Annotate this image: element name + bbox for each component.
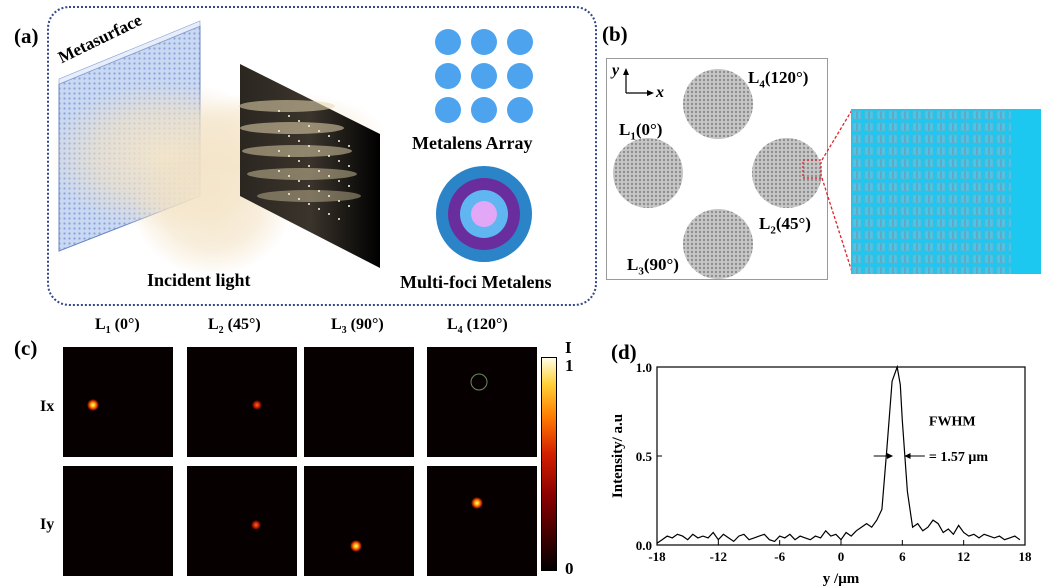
tile-iy-l2 [187, 466, 297, 576]
lens-label-L2: L2(45°) [759, 214, 811, 237]
x-axis-label: y /μm [823, 571, 860, 587]
metalens-array-label: Metalens Array [412, 133, 533, 153]
fwhm-annotation-title: FWHM [929, 415, 976, 430]
row-label-ix: Ix [40, 398, 55, 415]
lens-label-L4: L4(120°) [748, 68, 809, 91]
panel-c-label: (c) [14, 336, 38, 360]
zoom-box [802, 159, 822, 179]
y-tick-label: 0.0 [636, 538, 652, 553]
axis-x-label: x [656, 84, 664, 101]
tile-iy-l1 [63, 466, 173, 576]
panel-d-label: (d) [611, 340, 637, 364]
tile-iy-l3 [304, 466, 414, 576]
spot-iy-l2 [251, 520, 261, 530]
row-label-iy: Iy [40, 516, 55, 533]
spot-ix-l2 [252, 400, 262, 410]
fwhm-line-chart: -18 -12 -6 0 6 12 18 0.0 0.5 1.0 FWHM = 1.57 μm y /μ… [610, 360, 1033, 587]
fwhm-annotation-value: = 1.57 μm [929, 450, 988, 465]
x-tick-label: 6 [899, 549, 906, 564]
col-header-L1: L1 (0°) [95, 316, 140, 337]
y-tick-label: 0.5 [636, 449, 653, 464]
colorbar-min: 0 [565, 559, 574, 578]
colorbar-max: 1 [565, 356, 574, 375]
y-axis-label: Intensity/ a.u [610, 414, 626, 498]
fwhm-arrowhead-left [887, 453, 894, 459]
col-header-L2: L2 (45°) [208, 316, 261, 337]
lens-L1 [613, 138, 683, 208]
zoom-inset [851, 109, 1041, 274]
col-header-L4: L4 (120°) [447, 316, 508, 337]
metalens-array-icon [435, 29, 533, 123]
tile-ix-l4 [427, 347, 537, 457]
colorbar [541, 357, 557, 571]
panel-b-lenses [613, 68, 822, 279]
col-header-L3: L3 (90°) [331, 316, 384, 337]
panel-b-label: (b) [602, 22, 628, 46]
panel-a-label: (a) [14, 24, 39, 48]
x-tick-label: -18 [648, 549, 666, 564]
x-tick-label: 0 [838, 549, 845, 564]
fwhm-arrowhead-right [904, 453, 911, 459]
spot-iy-l4 [471, 497, 483, 509]
tile-ix-l1 [63, 347, 173, 457]
spot-ix-l4 [470, 373, 488, 391]
colorbar-title: I [565, 338, 572, 357]
x-tick-label: -12 [710, 549, 727, 564]
x-tick-label: -6 [774, 549, 785, 564]
lens-L2 [752, 138, 822, 208]
focal-spots [87, 373, 488, 552]
spot-ix-l1 [87, 399, 99, 411]
incident-light-label: Incident light [147, 270, 251, 290]
x-tick-label: 18 [1019, 549, 1033, 564]
multi-foci-label: Multi-foci Metalens [400, 272, 552, 292]
panel-a-illustration [47, 20, 533, 276]
tile-iy-l4 [427, 466, 537, 576]
lens-label-L3: L3(90°) [627, 255, 679, 278]
intensity-line [656, 364, 1021, 544]
lens-L4 [683, 69, 753, 139]
lens-label-L1: L1(0°) [619, 120, 663, 143]
x-tick-label: 12 [957, 549, 970, 564]
tile-ix-l2 [187, 347, 297, 457]
lens-L3 [683, 209, 753, 279]
spot-iy-l3 [350, 540, 362, 552]
axis-y-label: y [612, 62, 620, 79]
tile-ix-l3 [304, 347, 414, 457]
multi-foci-metalens-icon [436, 166, 532, 262]
zoom-connectors [821, 109, 853, 273]
y-tick-label: 1.0 [636, 360, 652, 375]
